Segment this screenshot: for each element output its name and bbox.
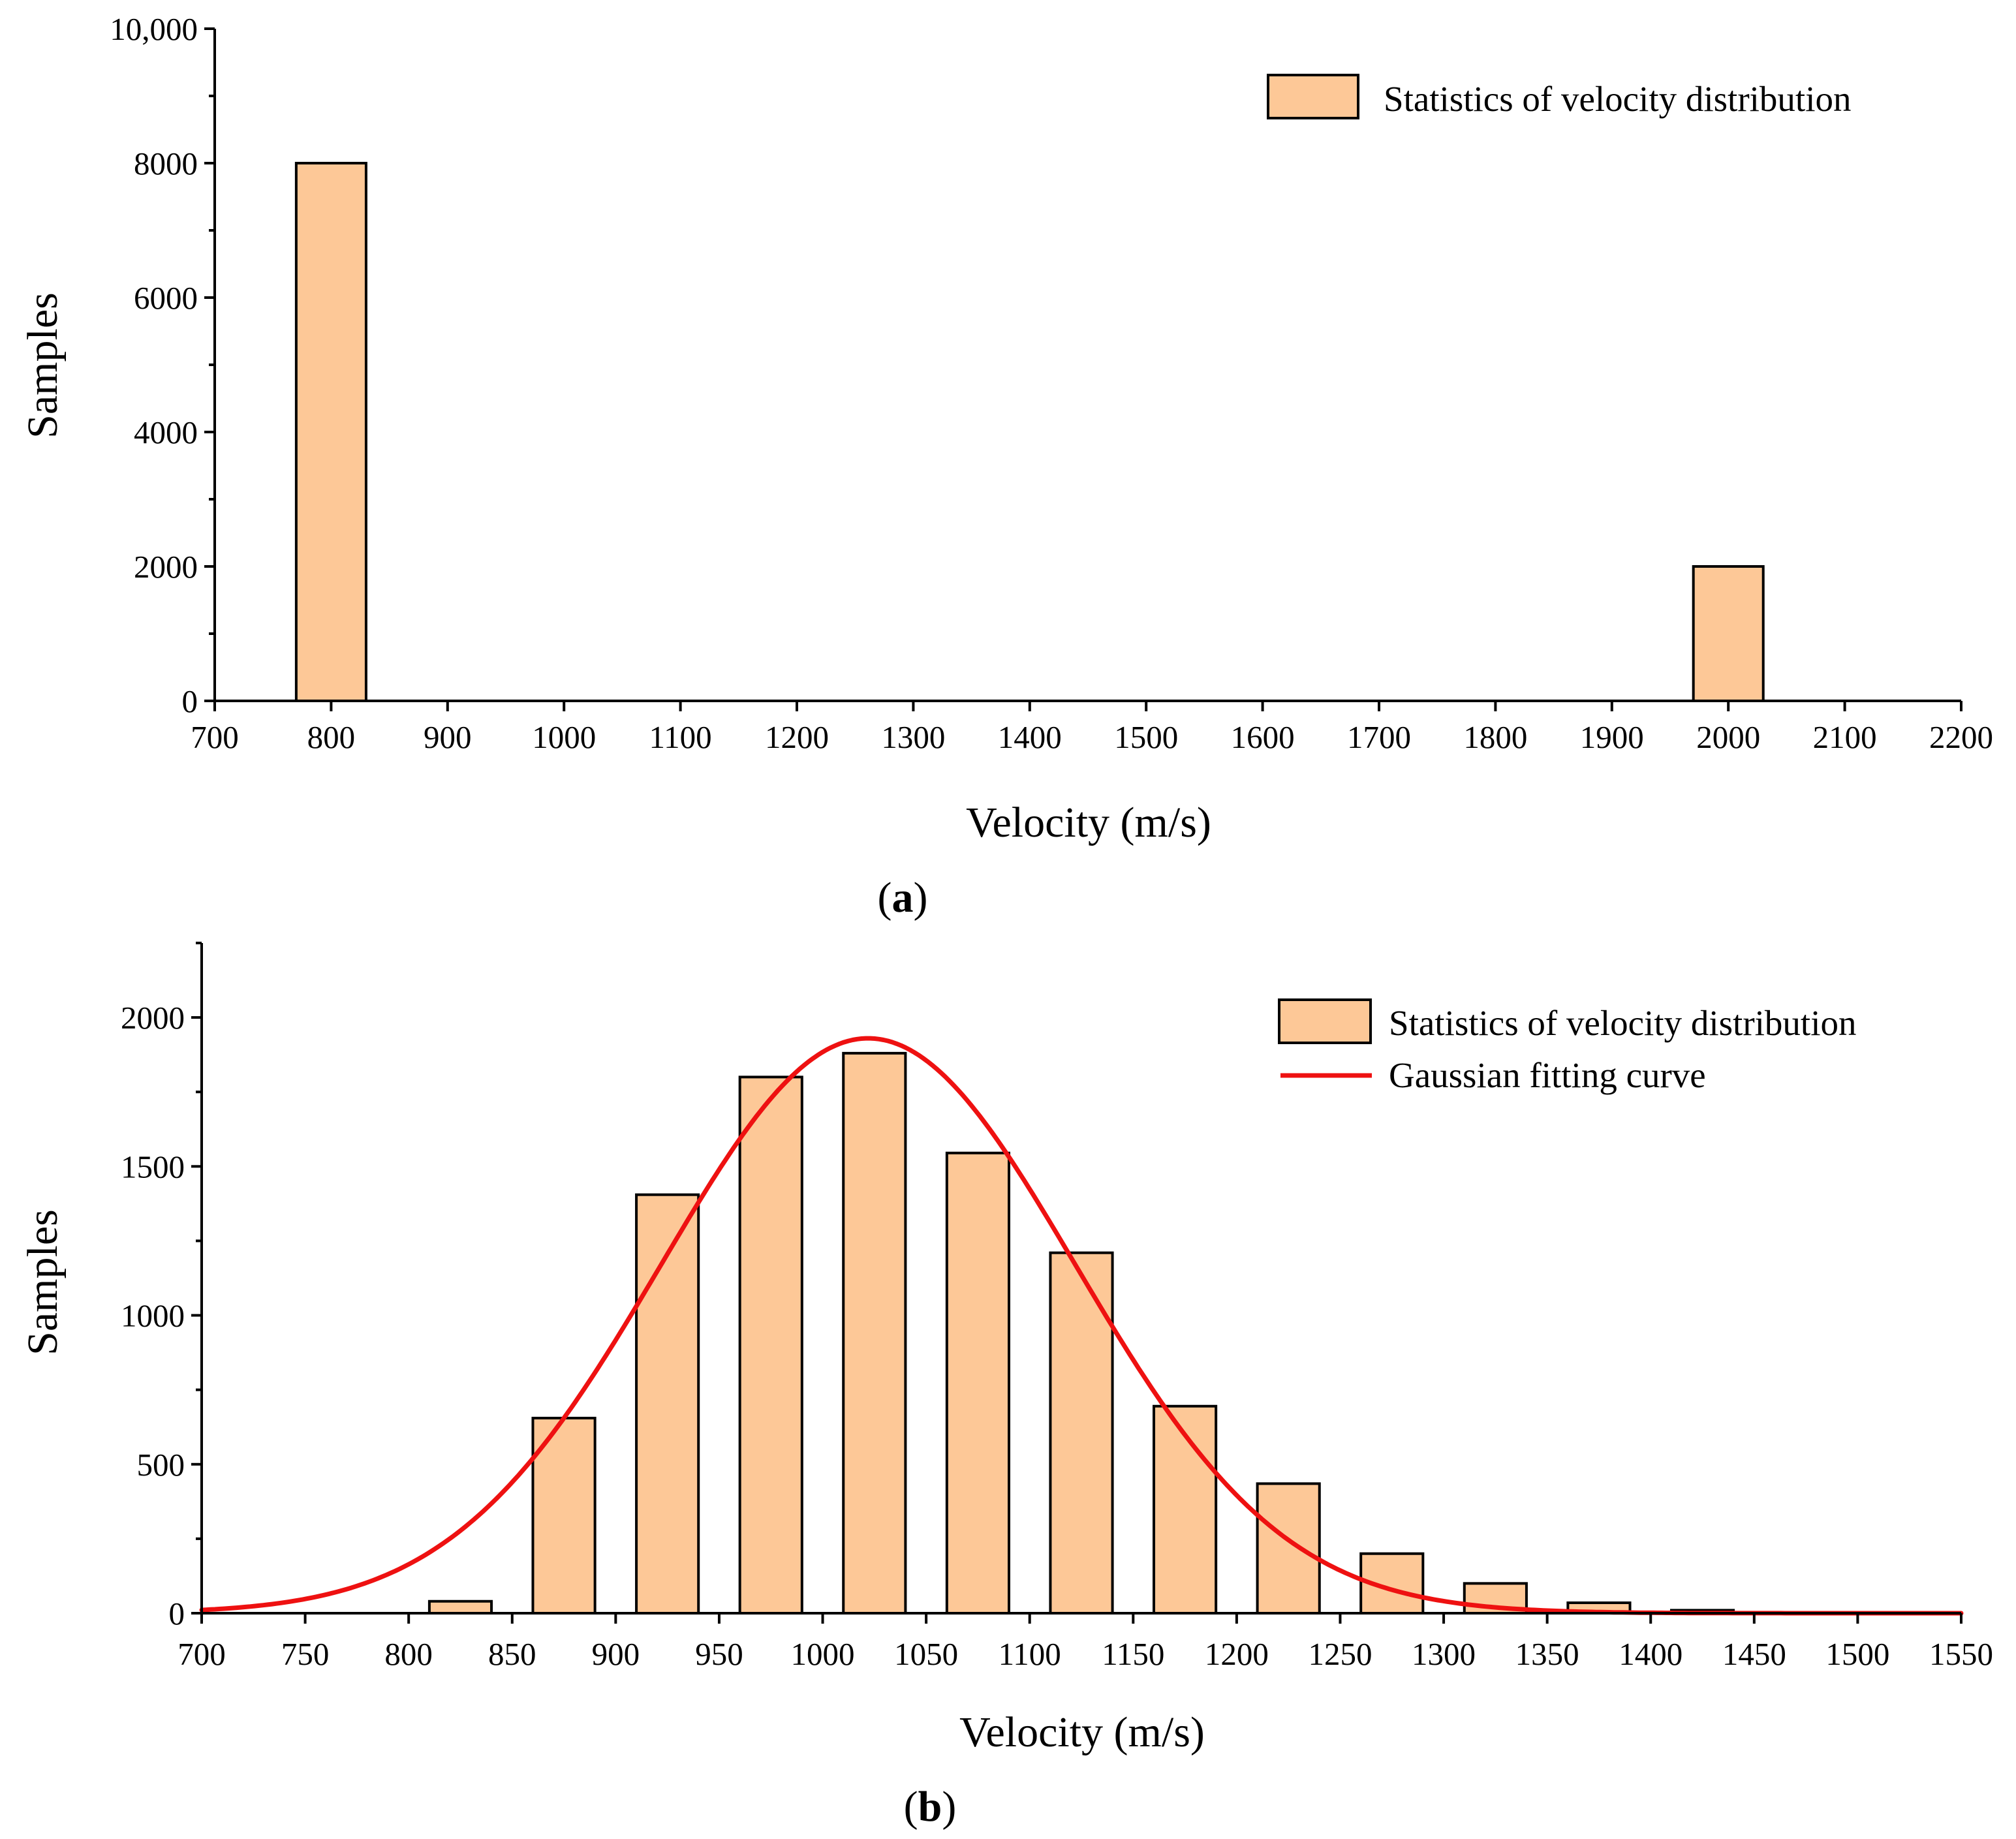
panel-b-x-tick-label: 800 [384, 1636, 433, 1672]
panel-a-x-axis: 700 800 900 1000 1100 1200 1300 1400 1500 1600 170… [191, 700, 1993, 755]
panel-b-bar [427, 1599, 493, 1615]
panel-a-caption-letter: a [892, 874, 914, 921]
panel-a-x-tick-label: 2000 [1696, 719, 1760, 755]
panel-b-x-tick-label: 1000 [791, 1636, 855, 1672]
panel-b-x-tick-label: 1100 [999, 1636, 1061, 1672]
panel-b-bars [427, 1051, 1735, 1615]
panel-a-caption-open: ( [878, 874, 892, 921]
panel-b-x-tick-label: 850 [488, 1636, 536, 1672]
panel-a-x-tick-label: 800 [307, 719, 356, 755]
panel-a-x-tick-label: 1900 [1580, 719, 1644, 755]
panel-b-x-tick-label: 700 [178, 1636, 226, 1672]
panel-a-x-tick-label: 1100 [649, 719, 712, 755]
panel-a-y-axis-title: Samples [19, 292, 67, 439]
panel-b-x-tick-label: 1050 [894, 1636, 958, 1672]
panel-b-y-tick-label: 1000 [121, 1298, 185, 1334]
panel-b-x-tick-label: 1350 [1515, 1636, 1579, 1672]
panel-b-x-tick-label: 1150 [1102, 1636, 1164, 1672]
panel-b-bar [945, 1151, 1010, 1615]
panel-a-x-tick-label: 1300 [881, 719, 945, 755]
panel-a-x-tick-label: 1600 [1231, 719, 1295, 755]
panel-a-y-tick-label: 10,000 [110, 11, 198, 47]
panel-a-x-tick-label: 900 [424, 719, 472, 755]
panel-a-caption: (a) [878, 874, 928, 921]
panel-b-legend: Statistics of velocity distribution Gaus… [1278, 998, 1856, 1095]
panel-b-x-tick-label: 1450 [1722, 1636, 1786, 1672]
panel-a-y-tick-label: 4000 [134, 414, 198, 450]
panel-b-x-tick-label: 900 [592, 1636, 640, 1672]
panel-a-legend-swatch-bars [1267, 74, 1359, 119]
panel-b-x-axis-title: Velocity (m/s) [959, 1708, 1205, 1756]
panel-b-bar [1359, 1552, 1425, 1615]
panel-b-x-tick-label: 1200 [1205, 1636, 1269, 1672]
panel-a-y-axis: 0 2000 4000 6000 8000 10,000 [110, 11, 216, 719]
panel-a-x-tick-label: 700 [191, 719, 239, 755]
panel-b-bar [1256, 1482, 1321, 1615]
panel-a-x-axis-title: Velocity (m/s) [966, 799, 1211, 846]
panel-a-chart: 0 2000 4000 6000 8000 10,000 700 800 900 1000 110… [19, 11, 1993, 921]
panel-b-y-axis-title: Samples [19, 1209, 67, 1355]
panel-a-x-tick-label: 2100 [1813, 719, 1877, 755]
panel-a-x-tick-label: 1500 [1114, 719, 1178, 755]
panel-b-x-tick-label: 1250 [1308, 1636, 1372, 1672]
panel-b-caption: (b) [904, 1783, 957, 1831]
panel-a-x-tick-label: 1400 [998, 719, 1062, 755]
panel-b-y-tick-label: 2000 [121, 1000, 185, 1036]
panel-a-x-tick-label: 2200 [1929, 719, 1993, 755]
panel-b-bar [635, 1193, 700, 1615]
panel-b-bar [738, 1075, 803, 1615]
panel-b-x-tick-label: 1500 [1825, 1636, 1889, 1672]
panel-b-chart: 0 500 1000 1500 2000 700 750 800 850 900 950 1000 1… [19, 942, 1993, 1831]
panel-a-y-tick-label: 0 [182, 683, 198, 719]
panel-b-x-axis: 700 750 800 850 900 950 1000 1050 1100 1150 1200 12… [178, 1612, 1993, 1672]
panel-b-bar [531, 1417, 597, 1615]
panel-b-legend-label-bars: Statistics of velocity distribution [1389, 1003, 1856, 1043]
panel-b-x-tick-label: 950 [695, 1636, 743, 1672]
panel-a-x-tick-label: 1800 [1463, 719, 1527, 755]
panel-b-caption-open: ( [904, 1783, 918, 1831]
panel-b-x-tick-label: 750 [281, 1636, 330, 1672]
panel-b-x-tick-label: 1400 [1619, 1636, 1683, 1672]
panel-b-legend-swatch-bars [1278, 998, 1372, 1044]
panel-a-legend: Statistics of velocity distribution [1267, 74, 1851, 119]
panel-a-bar [1692, 565, 1765, 702]
panel-b-caption-close: ) [942, 1783, 956, 1831]
panel-b-y-axis: 0 500 1000 1500 2000 [121, 942, 203, 1631]
panel-b-x-tick-label: 1550 [1929, 1636, 1993, 1672]
panel-a-x-tick-label: 1700 [1347, 719, 1411, 755]
panel-b-bar [842, 1051, 907, 1615]
panel-a-x-tick-label: 1200 [765, 719, 829, 755]
panel-a-legend-label-bars: Statistics of velocity distribution [1384, 79, 1851, 119]
panel-a-bars [294, 162, 1765, 702]
panel-b-legend-label-fit: Gaussian fitting curve [1389, 1055, 1706, 1095]
panel-b-y-tick-label: 500 [137, 1447, 185, 1483]
panel-b-bar [1049, 1251, 1114, 1615]
panel-b-bar [1153, 1404, 1218, 1615]
panel-a-y-tick-label: 8000 [134, 146, 198, 181]
panel-a-bar [294, 162, 367, 702]
panel-a-y-tick-label: 6000 [134, 280, 198, 316]
panel-a-caption-close: ) [914, 874, 928, 921]
panel-b-x-tick-label: 1300 [1412, 1636, 1476, 1672]
panel-a-x-tick-label: 1000 [532, 719, 596, 755]
panel-b-caption-letter: b [918, 1783, 942, 1831]
panel-b-y-tick-label: 0 [169, 1596, 185, 1631]
panel-a-y-tick-label: 2000 [134, 549, 198, 585]
panel-b-y-tick-label: 1500 [121, 1149, 185, 1184]
